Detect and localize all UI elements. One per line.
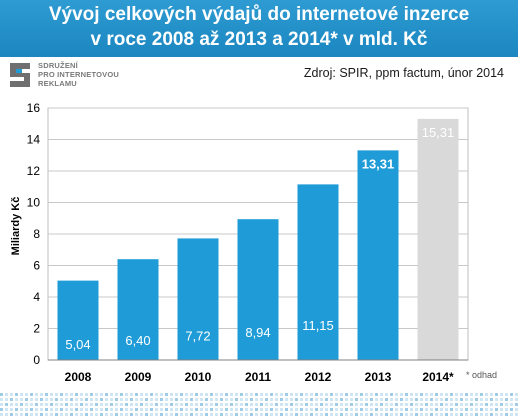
y-tick-label: 16: [27, 101, 41, 115]
logo-text: SDRUŽENÍ PRO INTERNETOVOU REKLAMU: [38, 61, 119, 88]
y-tick-label: 10: [27, 196, 41, 210]
y-axis-label: Miliardy Kč: [10, 197, 22, 256]
x-tick-label: 2009: [125, 370, 152, 384]
data-label: 5,04: [65, 337, 90, 352]
y-tick-label: 2: [33, 322, 40, 336]
bar: [357, 150, 399, 360]
y-tick-label: 14: [27, 133, 41, 147]
data-label: 7,72: [185, 329, 210, 344]
bar: [237, 219, 279, 360]
logo-line3: REKLAMU: [38, 79, 77, 88]
bar: [57, 280, 99, 360]
y-tick-label: 8: [33, 227, 40, 241]
x-tick-label: 2008: [65, 370, 92, 384]
decorative-dot-pattern: [0, 393, 518, 416]
data-label: 8,94: [245, 325, 270, 340]
data-label: 6,40: [125, 333, 150, 348]
bar: [117, 259, 159, 360]
y-tick-label: 6: [33, 259, 40, 273]
bar: [177, 238, 219, 360]
sdruzeni-logo-icon: [10, 63, 30, 87]
logo: SDRUŽENÍ PRO INTERNETOVOU REKLAMU: [6, 60, 156, 94]
x-tick-label: 2012: [305, 370, 332, 384]
logo-line2: PRO INTERNETOVOU: [38, 70, 119, 79]
chart-title-line2: v roce 2008 až 2013 a 2014* v mld. Kč: [90, 29, 428, 50]
y-tick-label: 4: [33, 290, 40, 304]
x-tick-label: 2010: [185, 370, 212, 384]
footnote: * odhad: [466, 370, 498, 380]
x-tick-label: 2014*: [422, 370, 454, 384]
data-label: 13,31: [362, 156, 395, 171]
source-note: Zdroj: SPIR, ppm factum, únor 2014: [303, 66, 504, 80]
data-label: 11,15: [302, 318, 334, 333]
chart-title-line1: Vývoj celkových výdajů do internetové in…: [48, 4, 470, 25]
title-bar: Vývoj celkových výdajů do internetové in…: [0, 0, 518, 57]
logo-line1: SDRUŽENÍ: [38, 61, 78, 70]
x-tick-label: 2013: [365, 370, 392, 384]
x-tick-label: 2011: [245, 370, 271, 384]
bar: [297, 184, 339, 360]
bar-chart: 5,04 6,40 7,72 8,94 11,15 13,31 15,31 0 2 4 6 8 10 1…: [10, 101, 469, 384]
bar: [417, 118, 459, 361]
y-tick-label: 0: [33, 353, 40, 367]
y-tick-label: 12: [27, 164, 41, 178]
data-label: 15,31: [422, 125, 455, 140]
